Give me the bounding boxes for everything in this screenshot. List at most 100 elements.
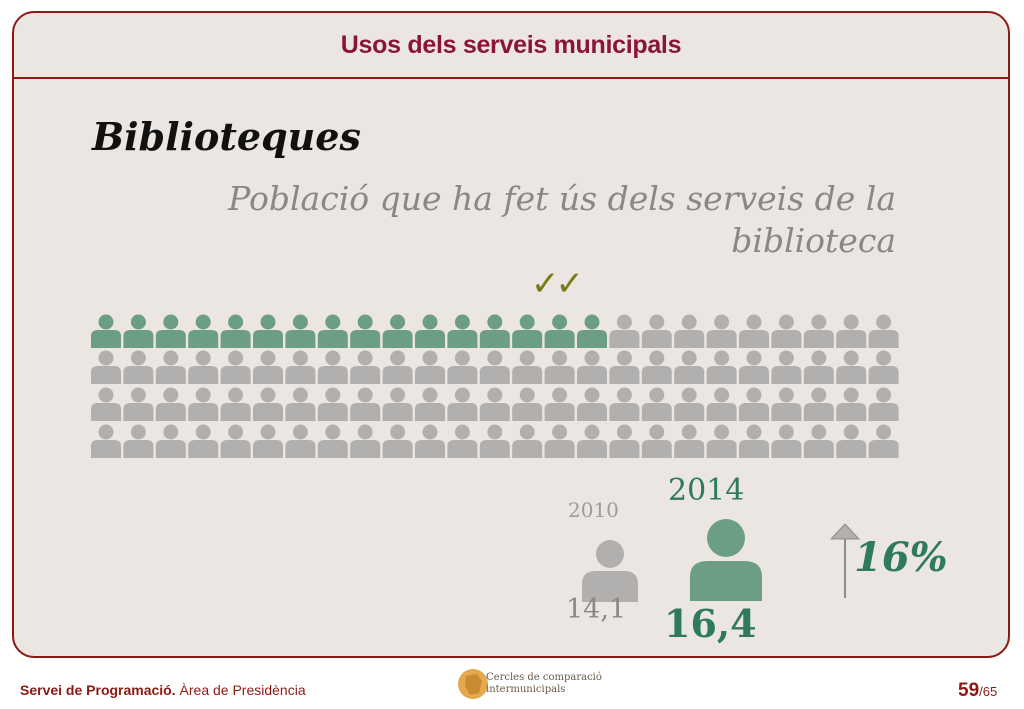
person-icon-15: [544, 314, 575, 348]
person-icon-41: [577, 350, 607, 384]
person-icon-91: [577, 424, 607, 458]
person-icon-1: [91, 314, 121, 348]
person-icon-66: [577, 387, 607, 421]
person-icon-60: [382, 387, 413, 421]
person-icon-40: [544, 350, 575, 384]
person-icon-3: [155, 314, 186, 348]
person-icon-50: [868, 350, 899, 384]
person-icon-46: [739, 350, 769, 384]
year-2010-label: 2010: [568, 498, 619, 522]
person-icon-58: [317, 387, 348, 421]
person-icon-89: [512, 424, 543, 458]
person-icon-31: [253, 350, 283, 384]
person-icon-2: [123, 314, 154, 348]
person-icon-37: [447, 350, 478, 384]
person-icon-32: [285, 350, 316, 384]
person-icon-34: [350, 350, 381, 384]
person-icon-17: [609, 314, 640, 348]
person-icon-78: [155, 424, 186, 458]
person-icon-4: [188, 314, 219, 348]
logo-text: Cercles de comparació intermunicipals: [486, 672, 602, 696]
person-icon-83: [317, 424, 348, 458]
person-icon-62: [447, 387, 478, 421]
person-icon-29: [188, 350, 219, 384]
person-icon-53: [155, 387, 186, 421]
person-icon-98: [803, 424, 834, 458]
person-icon-23: [803, 314, 834, 348]
person-icon-97: [771, 424, 802, 458]
person-icon-80: [220, 424, 251, 458]
person-icon-20: [706, 314, 737, 348]
person-icon-44: [674, 350, 705, 384]
person-icon-7: [285, 314, 316, 348]
value-2014: 16,4: [664, 601, 757, 646]
person-icon-38: [479, 350, 510, 384]
person-icon-72: [771, 387, 802, 421]
person-icon-79: [188, 424, 219, 458]
person-icon-76: [91, 424, 121, 458]
person-icon-65: [544, 387, 575, 421]
change-percent: 16%: [854, 534, 948, 581]
person-icon-6: [253, 314, 283, 348]
person-icon-48: [803, 350, 834, 384]
person-icon-18: [641, 314, 672, 348]
person-icon-84: [350, 424, 381, 458]
person-icon-85: [382, 424, 413, 458]
person-icon-54: [188, 387, 219, 421]
person-icon-27: [123, 350, 154, 384]
arrow-up-icon: [829, 523, 861, 598]
person-icon-63: [479, 387, 510, 421]
person-icon-61: [415, 387, 445, 421]
person-icon-24: [836, 314, 867, 348]
person-icon-82: [285, 424, 316, 458]
person-icon-36: [415, 350, 445, 384]
person-2010-icon: [582, 540, 638, 602]
person-icon-57: [285, 387, 316, 421]
person-icon-70: [706, 387, 737, 421]
person-icon-35: [382, 350, 413, 384]
person-icon-51: [91, 387, 121, 421]
logo-icon: [458, 669, 488, 699]
person-icon-75: [868, 387, 899, 421]
person-icon-25: [868, 314, 899, 348]
section-subtitle: Població que ha fet ús dels serveis de l…: [228, 179, 896, 260]
logo-text-line2: intermunicipals: [486, 684, 566, 695]
person-icon-86: [415, 424, 445, 458]
person-icon-49: [836, 350, 867, 384]
person-icon-45: [706, 350, 737, 384]
person-icon-16: [577, 314, 607, 348]
person-icon-99: [836, 424, 867, 458]
person-icon-100: [868, 424, 899, 458]
person-icon-81: [253, 424, 283, 458]
person-icon-26: [91, 350, 121, 384]
person-icon-39: [512, 350, 543, 384]
value-2010: 14,1: [566, 594, 627, 625]
footer-org-rest: Àrea de Presidència: [175, 682, 306, 698]
person-icon-14: [512, 314, 543, 348]
footer-org-bold: Servei de Programació.: [20, 682, 176, 698]
person-icon-19: [674, 314, 705, 348]
person-icon-22: [771, 314, 802, 348]
person-icon-71: [739, 387, 769, 421]
year-2014-label: 2014: [668, 473, 745, 508]
person-icon-67: [609, 387, 640, 421]
person-icon-21: [739, 314, 769, 348]
person-icon-73: [803, 387, 834, 421]
person-icon-96: [739, 424, 769, 458]
person-icon-30: [220, 350, 251, 384]
check-marks: ✓✓: [531, 264, 584, 304]
person-icon-12: [447, 314, 478, 348]
section-title: Biblioteques: [92, 114, 361, 159]
person-icon-42: [609, 350, 640, 384]
person-icon-69: [674, 387, 705, 421]
footer-organization: Servei de Programació. Àrea de Presidènc…: [20, 682, 306, 698]
person-icon-88: [479, 424, 510, 458]
page-current: 59: [958, 680, 980, 701]
person-icon-87: [447, 424, 478, 458]
person-icon-95: [706, 424, 737, 458]
person-icon-28: [155, 350, 186, 384]
person-icon-56: [253, 387, 283, 421]
person-icon-11: [415, 314, 445, 348]
person-icon-93: [641, 424, 672, 458]
